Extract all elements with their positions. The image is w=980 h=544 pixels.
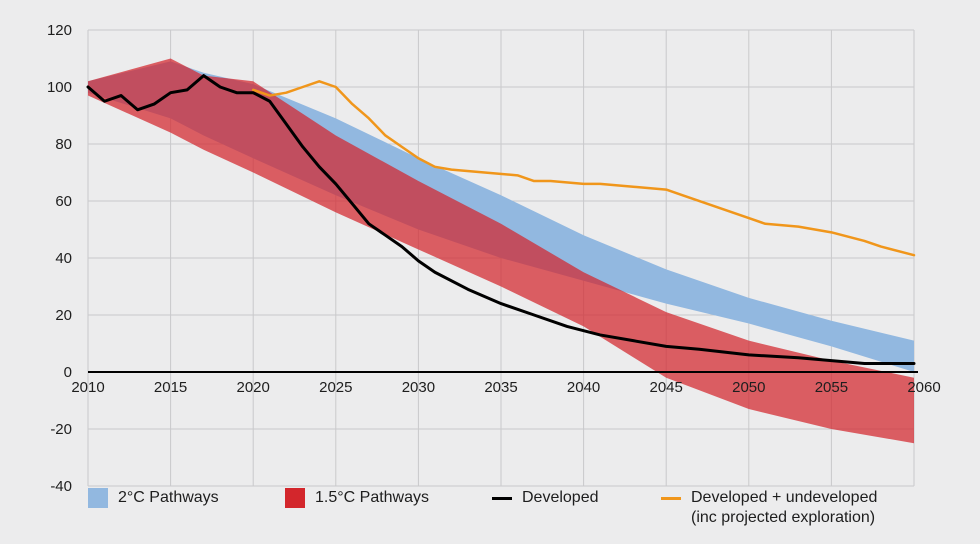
x-tick-label: 2050	[732, 379, 765, 396]
x-tick-label: 2060	[907, 379, 940, 396]
axes: 120 100 80 60 40 20 0 -20 -40 2010 2015 …	[47, 22, 941, 495]
y-tick-label: 60	[55, 193, 72, 210]
band-1-5c-pathways	[88, 58, 914, 444]
y-tick-label: 100	[47, 79, 72, 96]
x-tick-label: 2045	[650, 379, 683, 396]
legend-item-1-5c: 1.5°C Pathways	[285, 488, 429, 508]
y-tick-label: 0	[64, 364, 72, 381]
legend-swatch-developed	[492, 497, 512, 500]
legend: 2°C Pathways 1.5°C Pathways Developed De…	[88, 488, 968, 538]
y-tick-label: 120	[47, 22, 72, 39]
legend-swatch-2c	[88, 488, 108, 508]
line-developed-undeveloped	[251, 80, 916, 257]
pathway-bands	[88, 58, 918, 444]
x-tick-label: 2025	[319, 379, 352, 396]
y-tick-label: 20	[55, 307, 72, 324]
x-tick-label: 2055	[815, 379, 848, 396]
x-tick-label: 2010	[71, 379, 104, 396]
legend-label-developed-undeveloped: Developed + undeveloped (inc projected e…	[691, 489, 878, 526]
x-tick-label: 2020	[237, 379, 270, 396]
y-tick-label: 80	[55, 136, 72, 153]
legend-item-developed-undeveloped: Developed + undeveloped (inc projected e…	[661, 488, 877, 528]
x-tick-label: 2040	[567, 379, 600, 396]
legend-swatch-developed-undeveloped	[661, 497, 681, 500]
legend-label-2c: 2°C Pathways	[118, 489, 219, 506]
line-developed	[86, 74, 916, 365]
x-tick-label: 2015	[154, 379, 187, 396]
y-tick-label: -20	[50, 421, 72, 438]
y-tick-label: 40	[55, 250, 72, 267]
x-tick-label: 2030	[402, 379, 435, 396]
legend-item-2c: 2°C Pathways	[88, 488, 219, 508]
legend-swatch-1-5c	[285, 488, 305, 508]
y-tick-label: -40	[50, 478, 72, 495]
legend-item-developed: Developed	[492, 488, 599, 508]
legend-label-developed: Developed	[522, 489, 599, 506]
series-lines	[86, 74, 916, 365]
legend-label-1-5c: 1.5°C Pathways	[315, 489, 430, 506]
x-tick-label: 2035	[484, 379, 517, 396]
